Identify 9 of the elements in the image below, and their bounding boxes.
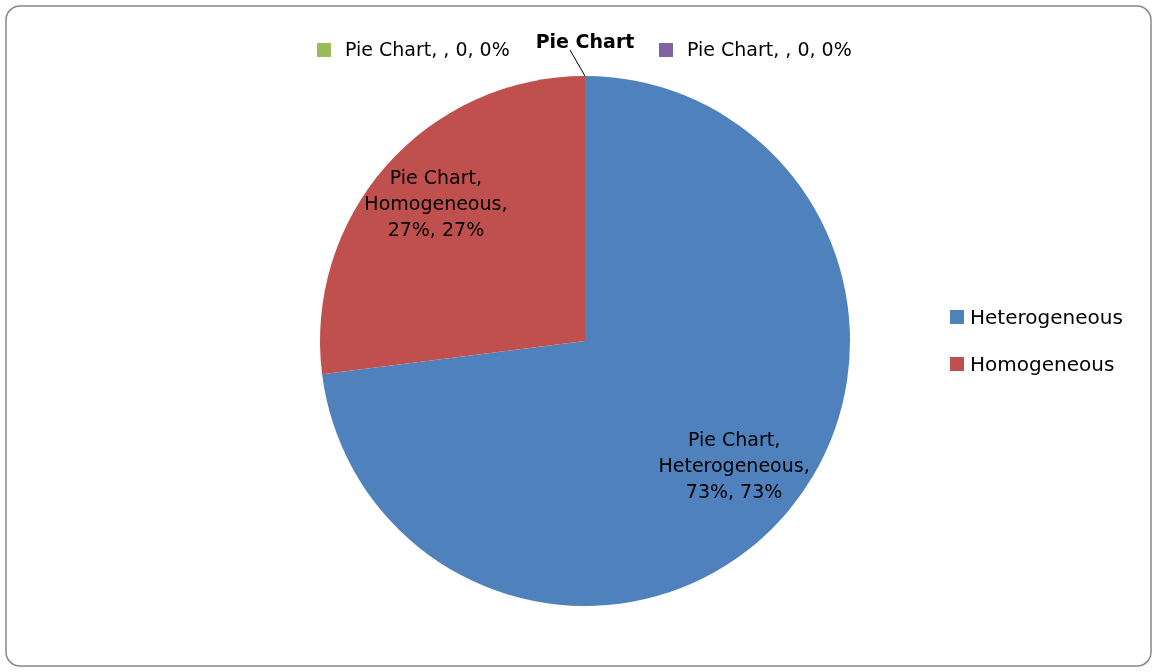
pie-slice	[322, 76, 850, 606]
data-label: Pie Chart, Heterogeneous, 73%, 73%	[658, 428, 810, 503]
legend-label: Heterogeneous	[970, 305, 1123, 329]
data-label: Pie Chart, Homogeneous, 27%, 27%	[364, 165, 508, 240]
chart-title: Pie Chart	[535, 30, 635, 52]
text: Pie Chart, , 0, 0%	[345, 38, 510, 60]
legend-label: Homogeneous	[970, 352, 1115, 376]
pie-slice	[320, 76, 585, 375]
text: Pie Chart, , 0, 0%	[687, 38, 852, 60]
